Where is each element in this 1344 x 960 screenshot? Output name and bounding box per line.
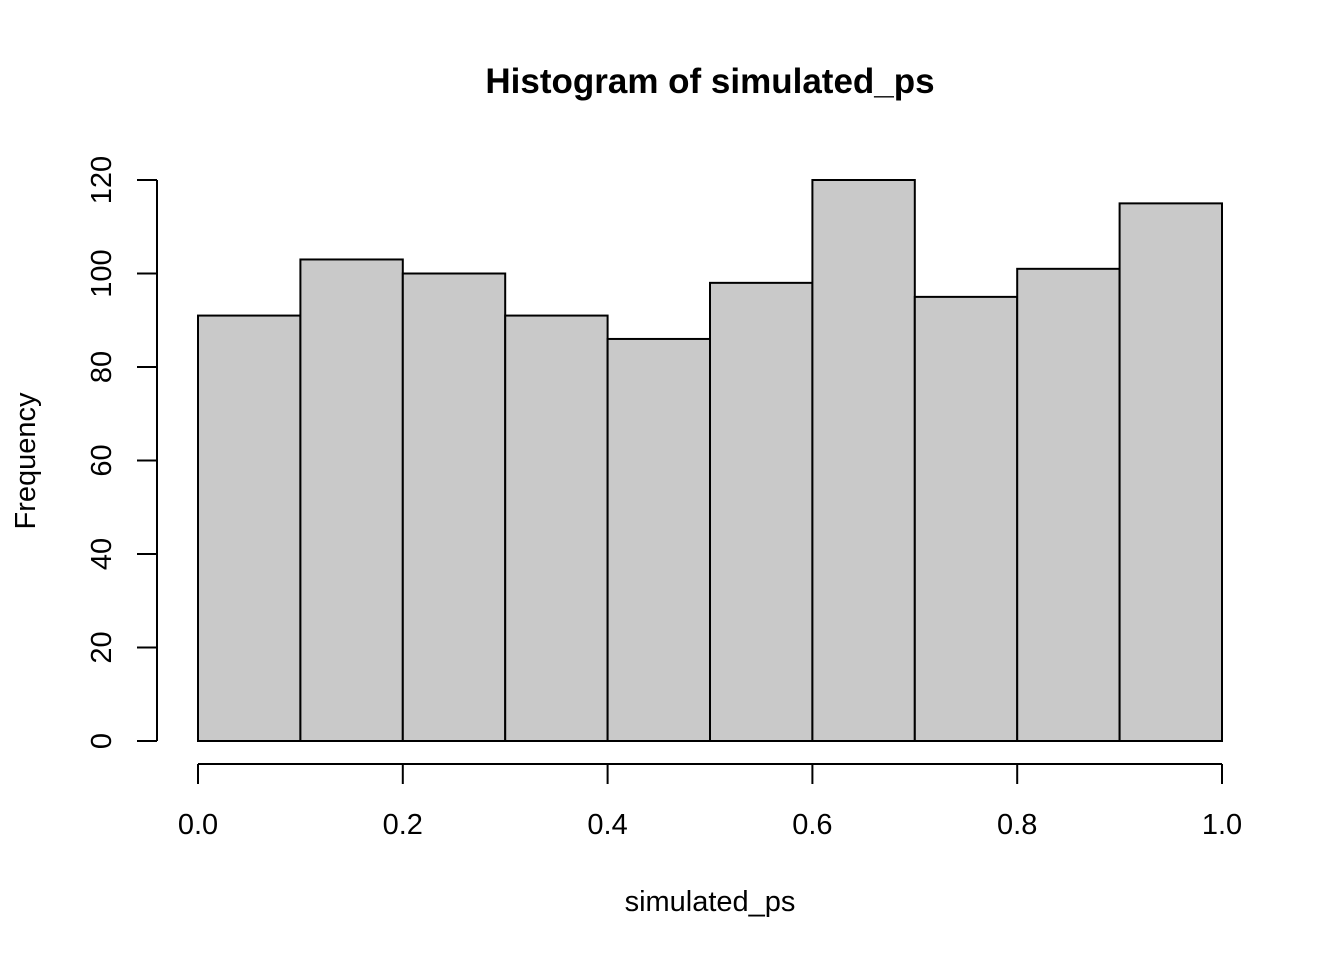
histogram-bar	[811, 179, 916, 742]
x-tick-label: 0.0	[178, 809, 218, 841]
histogram-bar	[1118, 202, 1223, 742]
y-tick-label: 20	[86, 631, 118, 663]
y-axis-label: Frequency	[10, 392, 42, 530]
y-tick-label: 100	[86, 249, 118, 297]
x-axis: 0.0 0.2 0.4 0.6 0.8 1.0	[178, 763, 1242, 841]
histogram-bar	[401, 272, 507, 742]
histogram-bar	[913, 295, 1019, 742]
chart-title: Histogram of simulated_ps	[485, 62, 934, 101]
x-tick-label: 0.8	[997, 809, 1037, 841]
histogram-bar	[606, 337, 711, 742]
x-tick-label: 0.2	[383, 809, 423, 841]
histogram-bar	[197, 314, 302, 742]
x-tick-label: 1.0	[1202, 809, 1242, 841]
y-tick-label: 120	[86, 156, 118, 204]
y-tick-label: 40	[86, 538, 118, 570]
y-axis: 0 20 40 60 80 100 120	[86, 156, 158, 749]
histogram-bar	[504, 314, 609, 742]
bars-group	[197, 179, 1223, 742]
x-tick-label: 0.4	[587, 809, 627, 841]
y-tick-label: 60	[86, 444, 118, 476]
histogram-bar	[299, 258, 404, 742]
histogram-bar	[709, 281, 814, 742]
x-axis-label: simulated_ps	[625, 886, 796, 918]
y-tick-label: 0	[86, 733, 118, 749]
histogram-bar	[1016, 267, 1121, 742]
x-tick-label: 0.6	[792, 809, 832, 841]
y-tick-label: 80	[86, 351, 118, 383]
